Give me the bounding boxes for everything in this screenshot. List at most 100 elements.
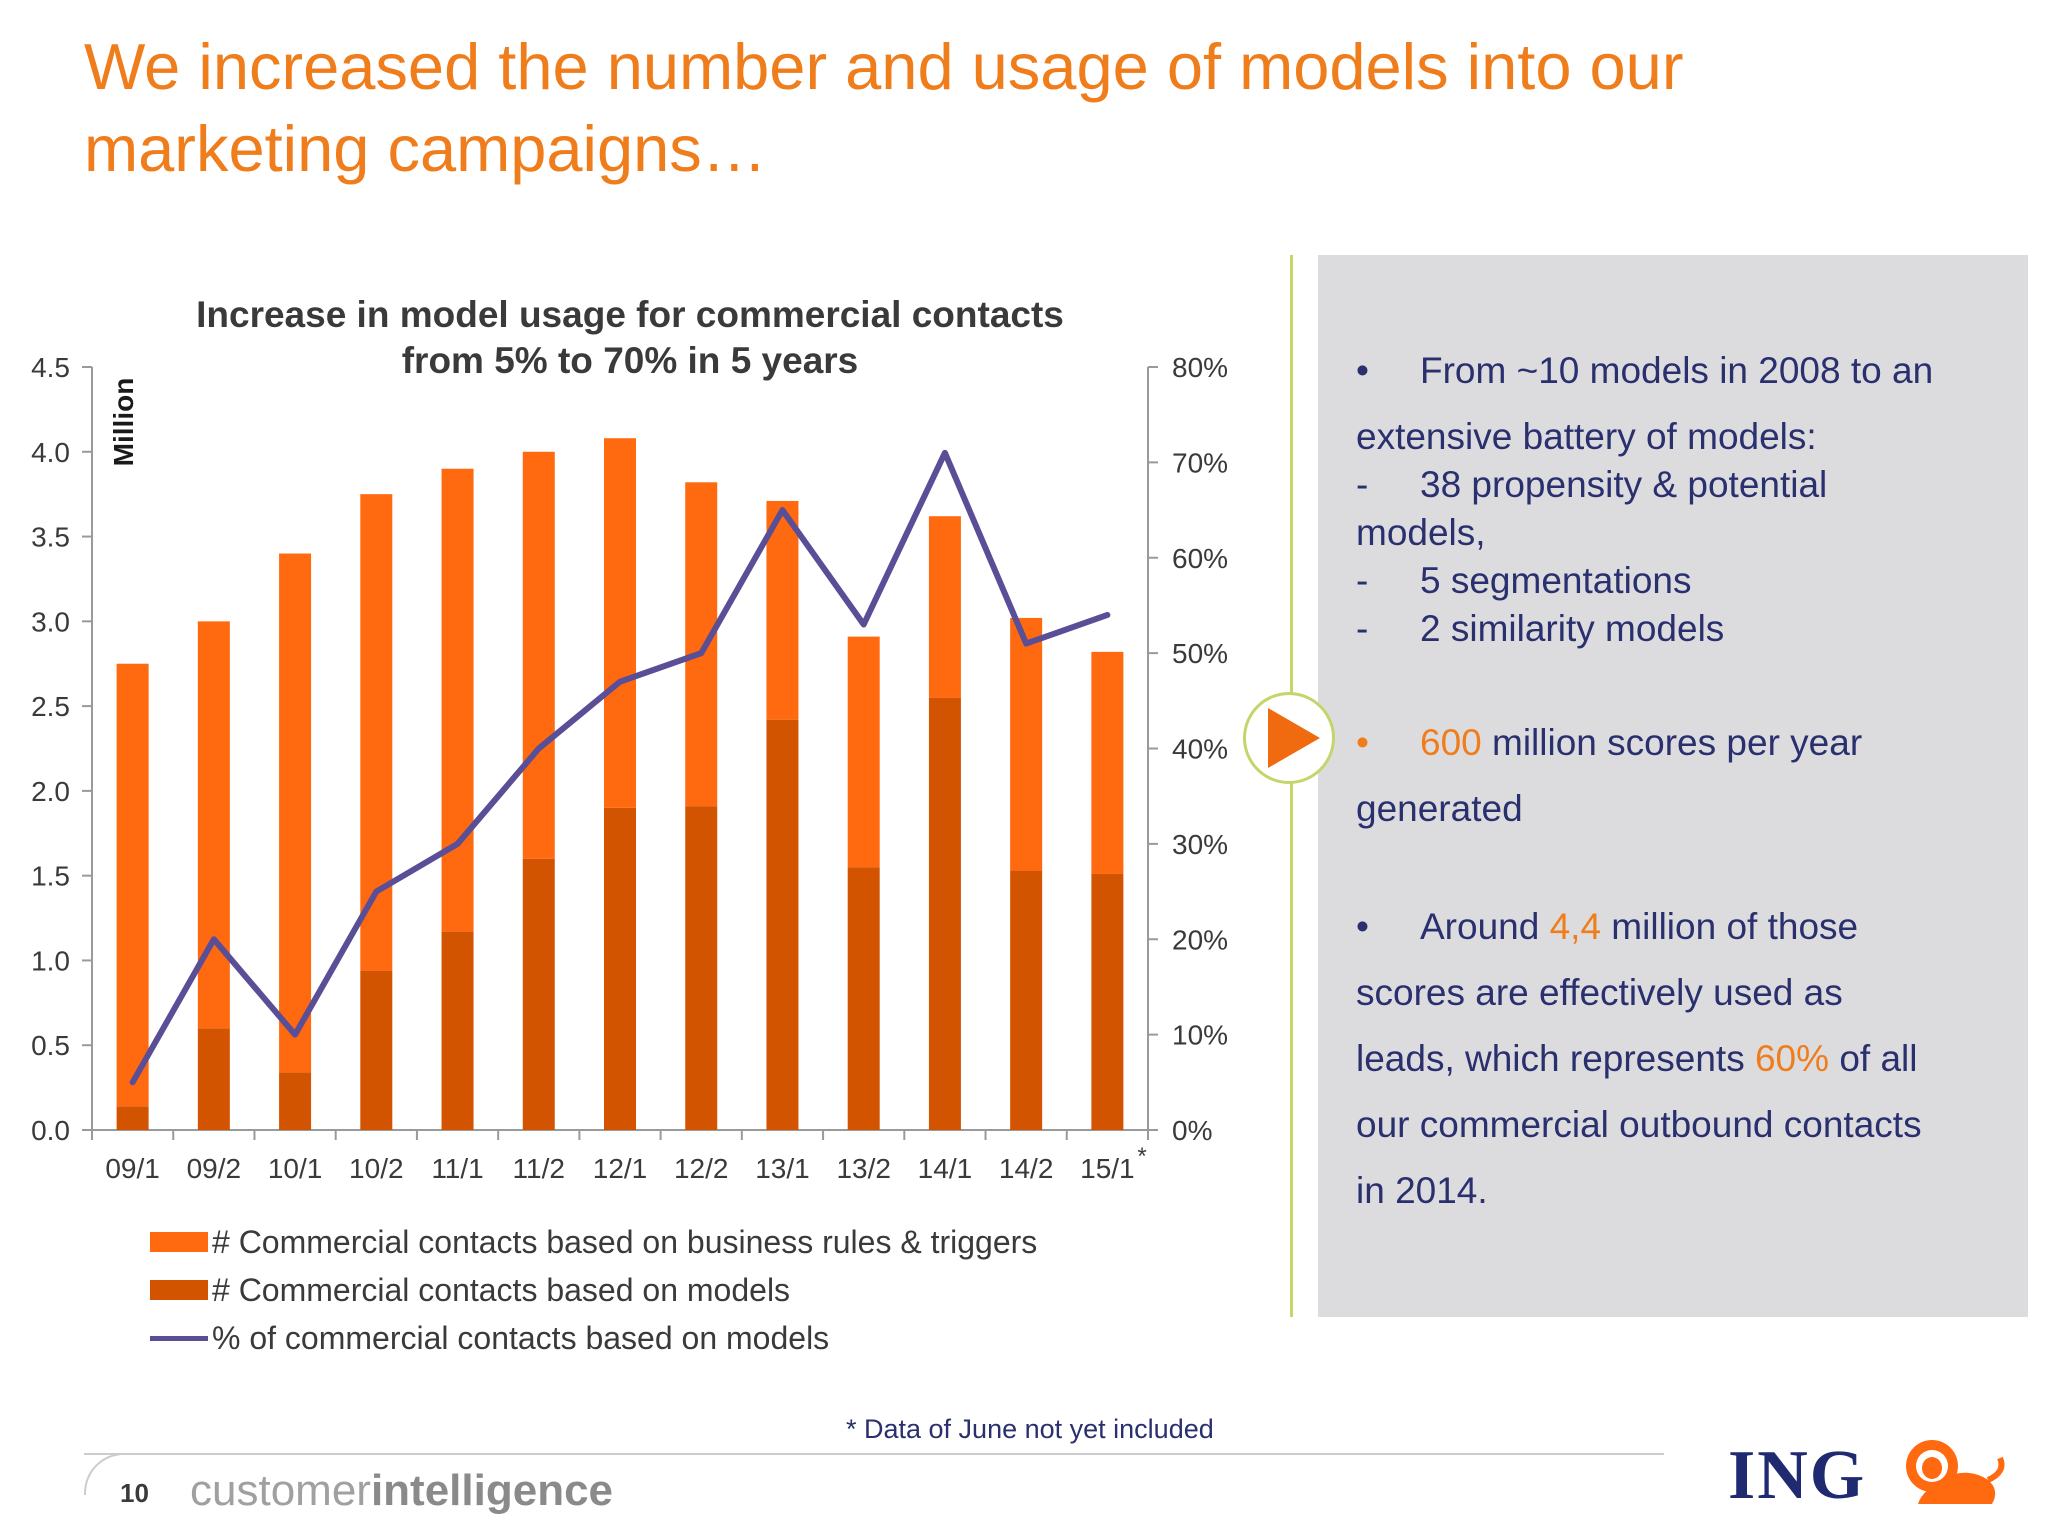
bar-rules	[1010, 617, 1043, 871]
y-axis-label: Million	[108, 378, 139, 467]
bar-models	[766, 719, 799, 1130]
summary-text-run: 2 similarity models	[1420, 608, 1725, 649]
y2-tick-label: 50%	[1172, 638, 1228, 669]
y-tick-label: 3.5	[31, 522, 70, 553]
y-tick-label: 2.5	[31, 691, 70, 722]
y2-tick-label: 30%	[1172, 829, 1228, 860]
brand-light: customer	[190, 1466, 371, 1515]
y2-tick-label: 70%	[1172, 447, 1228, 478]
legend-item-models: # Commercial contacts based on models	[150, 1266, 1037, 1314]
legend-label-models: # Commercial contacts based on models	[212, 1271, 791, 1308]
summary-text-run: generated	[1356, 788, 1523, 829]
bar-models	[685, 806, 718, 1130]
bar-rules	[928, 516, 961, 698]
chart-legend: # Commercial contacts based on business …	[150, 1218, 1037, 1362]
y2-tick-label: 20%	[1172, 924, 1228, 955]
bar-rules	[441, 468, 474, 932]
x-tick-label: 13/1	[755, 1153, 810, 1184]
summary-text-run: leads, which represents	[1356, 1038, 1755, 1079]
summary-line: models,	[1356, 512, 1486, 554]
x-tick-label: 14/2	[999, 1153, 1054, 1184]
footer-divider	[84, 1453, 1664, 1455]
x-tick-note: *	[1137, 1143, 1146, 1170]
legend-swatch-models	[150, 1280, 208, 1300]
summary-line: • Around 4,4 million of those	[1356, 906, 1858, 948]
y2-tick-label: 10%	[1172, 1020, 1228, 1051]
summary-line: generated	[1356, 788, 1523, 830]
summary-text-run: •	[1356, 722, 1369, 763]
summary-line: • 600 million scores per year	[1356, 722, 1862, 764]
y-tick-label: 1.5	[31, 861, 70, 892]
line-percent-models	[129, 449, 1111, 1086]
bar-models	[279, 1072, 312, 1130]
summary-text-run: -	[1356, 608, 1369, 649]
summary-text-run: 60%	[1754, 1038, 1830, 1079]
ing-logo: ING	[1728, 1437, 1867, 1514]
x-tick-label: 10/1	[268, 1153, 323, 1184]
chart-title: Increase in model usage for commercial c…	[100, 292, 1160, 384]
summary-text-run: models,	[1356, 512, 1486, 553]
bar-rules	[604, 438, 636, 808]
footnote: * Data of June not yet included	[846, 1414, 1214, 1444]
legend-label-percent: % of commercial contacts based on models	[212, 1319, 830, 1356]
y-tick-label: 4.0	[31, 437, 70, 468]
bar-models	[847, 867, 880, 1130]
brand-bold: intelligence	[370, 1466, 614, 1515]
summary-line: • From ~10 models in 2008 to an	[1356, 350, 1933, 392]
bar-models	[522, 858, 555, 1130]
bar-models	[441, 931, 474, 1130]
bar-rules	[685, 482, 718, 807]
bar-rules	[279, 553, 312, 1073]
summary-text-run: From ~10 models in 2008 to an	[1420, 350, 1934, 391]
summary-text-run: scores are effectively used as	[1356, 972, 1843, 1013]
summary-line: - 5 segmentations	[1356, 560, 1692, 602]
y-tick-label: 0.5	[31, 1030, 70, 1061]
y2-tick-label: 80%	[1172, 352, 1228, 383]
y-tick-label: 2.0	[31, 776, 70, 807]
legend-swatch-rules	[150, 1232, 208, 1252]
page-number: 10	[120, 1478, 149, 1508]
y-tick-label: 4.5	[31, 352, 70, 383]
summary-text-run: of all	[1829, 1038, 1918, 1079]
play-arrow-icon	[1243, 692, 1335, 784]
summary-text-run: 4,4	[1549, 906, 1602, 947]
summary-line: leads, which represents 60% of all	[1356, 1038, 1917, 1080]
bar-models	[1091, 873, 1124, 1130]
y2-tick-label: 0%	[1172, 1115, 1212, 1146]
summary-text-run: 5 segmentations	[1420, 560, 1692, 601]
bar-models	[1010, 870, 1043, 1130]
summary-panel	[1318, 255, 2028, 1317]
summary-line: scores are effectively used as	[1356, 972, 1843, 1014]
legend-item-rules: # Commercial contacts based on business …	[150, 1218, 1037, 1266]
summary-text-run: 38 propensity & potential	[1420, 464, 1828, 505]
bar-rules	[522, 451, 555, 859]
y-tick-label: 3.0	[31, 606, 70, 637]
summary-line: our commercial outbound contacts	[1356, 1104, 1922, 1146]
summary-text-run: million scores per year	[1481, 722, 1863, 763]
y2-tick-label: 60%	[1172, 543, 1228, 574]
summary-text-run: million of those	[1601, 906, 1859, 947]
summary-text-run: -	[1356, 560, 1369, 601]
panel-divider	[1290, 255, 1293, 1317]
summary-line: in 2014.	[1356, 1170, 1488, 1212]
x-tick-label: 15/1	[1080, 1153, 1135, 1184]
bar-models	[197, 1028, 230, 1130]
summary-text-run: our commercial outbound contacts	[1356, 1104, 1922, 1145]
summary-line: extensive battery of models:	[1356, 416, 1817, 458]
brand-wordmark: customerintelligence	[190, 1466, 613, 1516]
slide-title: We increased the number and usage of mod…	[84, 30, 1684, 185]
legend-swatch-percent	[150, 1335, 208, 1341]
x-tick-label: 12/1	[593, 1153, 648, 1184]
x-tick-label: 11/1	[431, 1153, 483, 1184]
summary-line: - 38 propensity & potential	[1356, 464, 1827, 506]
bar-models	[604, 807, 636, 1130]
x-tick-label: 09/2	[187, 1153, 242, 1184]
bar-rules	[116, 663, 149, 1107]
summary-text-run: •	[1356, 350, 1369, 391]
legend-item-percent: % of commercial contacts based on models	[150, 1314, 1037, 1362]
y-tick-label: 0.0	[31, 1115, 70, 1146]
bar-models	[928, 697, 961, 1130]
summary-text-run: -	[1356, 464, 1369, 505]
bar-rules	[1091, 651, 1124, 874]
summary-text-run: Around	[1420, 906, 1550, 947]
